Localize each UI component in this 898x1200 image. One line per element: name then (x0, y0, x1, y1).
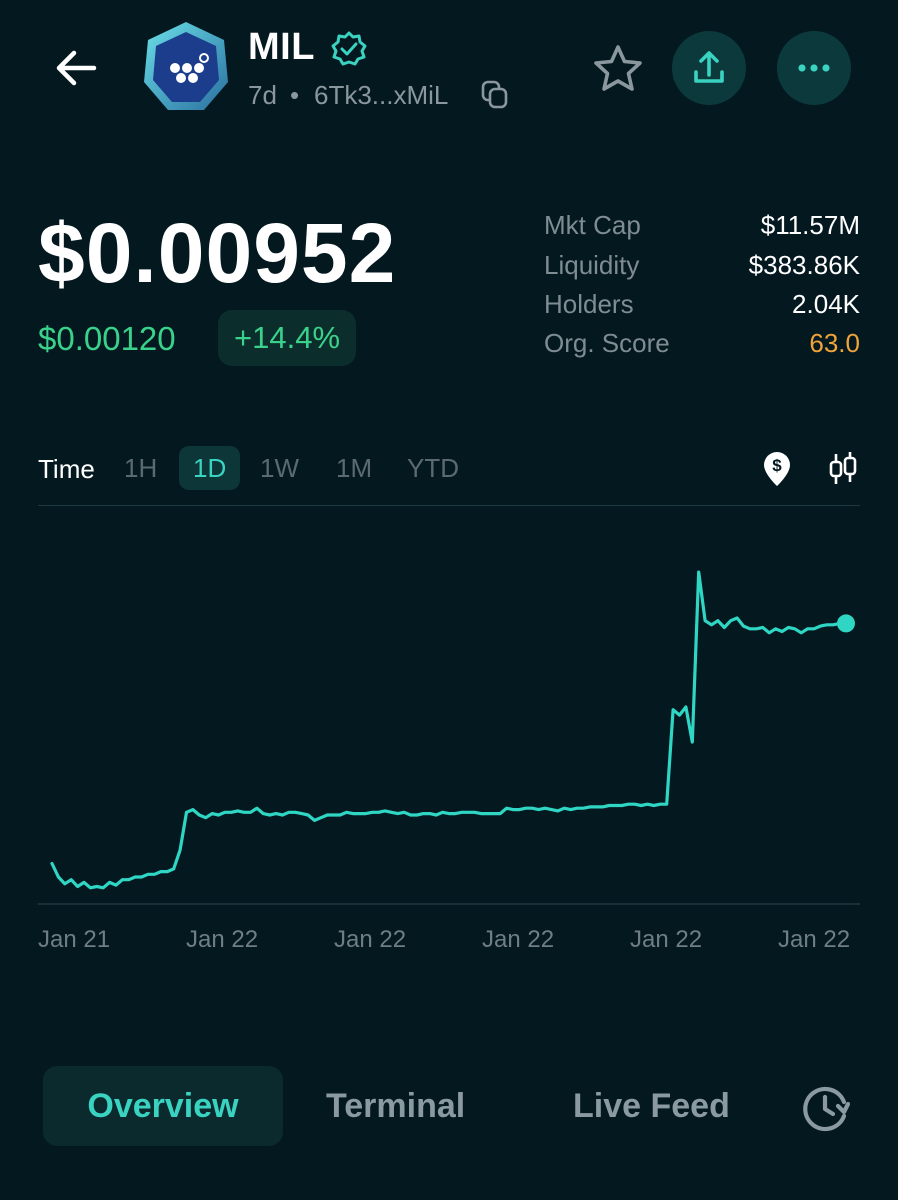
candlestick-icon[interactable] (826, 450, 860, 488)
copy-icon[interactable] (478, 78, 512, 112)
stat-value-liquidity: $383.86K (748, 250, 860, 280)
stat-value-holders: 2.04K (792, 289, 860, 319)
timeframe-label: Time (38, 454, 95, 484)
stat-label-market-cap: Mkt Cap (544, 210, 641, 240)
timeframe-ytd[interactable]: YTD (407, 452, 459, 483)
token-age: 7d (248, 80, 277, 110)
more-dots-icon (798, 64, 830, 72)
stat-label-org-score: Org. Score (544, 328, 670, 358)
x-tick-label: Jan 22 (630, 926, 703, 953)
x-tick-label: Jan 22 (186, 926, 259, 953)
last-price-point (837, 614, 855, 633)
timeframe-1d[interactable]: 1D (179, 446, 241, 490)
timeframe-1w[interactable]: 1W (260, 452, 299, 483)
price-change-percent-badge: +14.4% (218, 310, 357, 366)
stat-label-liquidity: Liquidity (544, 250, 640, 280)
timeframe-1m[interactable]: 1M (336, 452, 373, 483)
x-tick-label: Jan 22 (334, 926, 407, 953)
stat-label-holders: Holders (544, 289, 634, 319)
x-tick-label: Jan 21 (38, 926, 111, 953)
timeframe-1h[interactable]: 1H (124, 452, 158, 483)
share-button[interactable] (672, 31, 746, 105)
stat-value-org-score: 63.0 (809, 328, 860, 358)
current-price: $0.00952 (38, 206, 397, 300)
x-tick-label: Jan 22 (778, 926, 851, 953)
price-chart[interactable] (38, 520, 860, 920)
stat-value-market-cap: $11.57M (760, 210, 860, 240)
token-address: 6Tk3...xMiL (314, 80, 449, 110)
price-change-absolute: $0.00120 (38, 320, 176, 357)
meta-separator: • (290, 80, 300, 110)
dollar-pin-icon[interactable]: $ (760, 450, 794, 488)
arrow-left-icon[interactable] (50, 44, 102, 92)
chart-top-divider (38, 505, 860, 506)
tab-live-feed[interactable]: Live Feed (573, 1086, 730, 1125)
star-outline-icon[interactable] (588, 40, 648, 100)
history-clock-icon[interactable] (798, 1080, 854, 1136)
tab-terminal[interactable]: Terminal (326, 1086, 466, 1125)
svg-text:$: $ (772, 456, 782, 475)
token-symbol: MIL (248, 26, 315, 68)
x-tick-label: Jan 22 (482, 926, 555, 953)
price-line (50, 570, 848, 890)
tab-overview[interactable]: Overview (43, 1066, 283, 1146)
verified-badge-icon (330, 30, 368, 68)
token-logo (142, 18, 230, 114)
more-options-button[interactable] (777, 31, 851, 105)
share-upload-icon (694, 51, 724, 83)
